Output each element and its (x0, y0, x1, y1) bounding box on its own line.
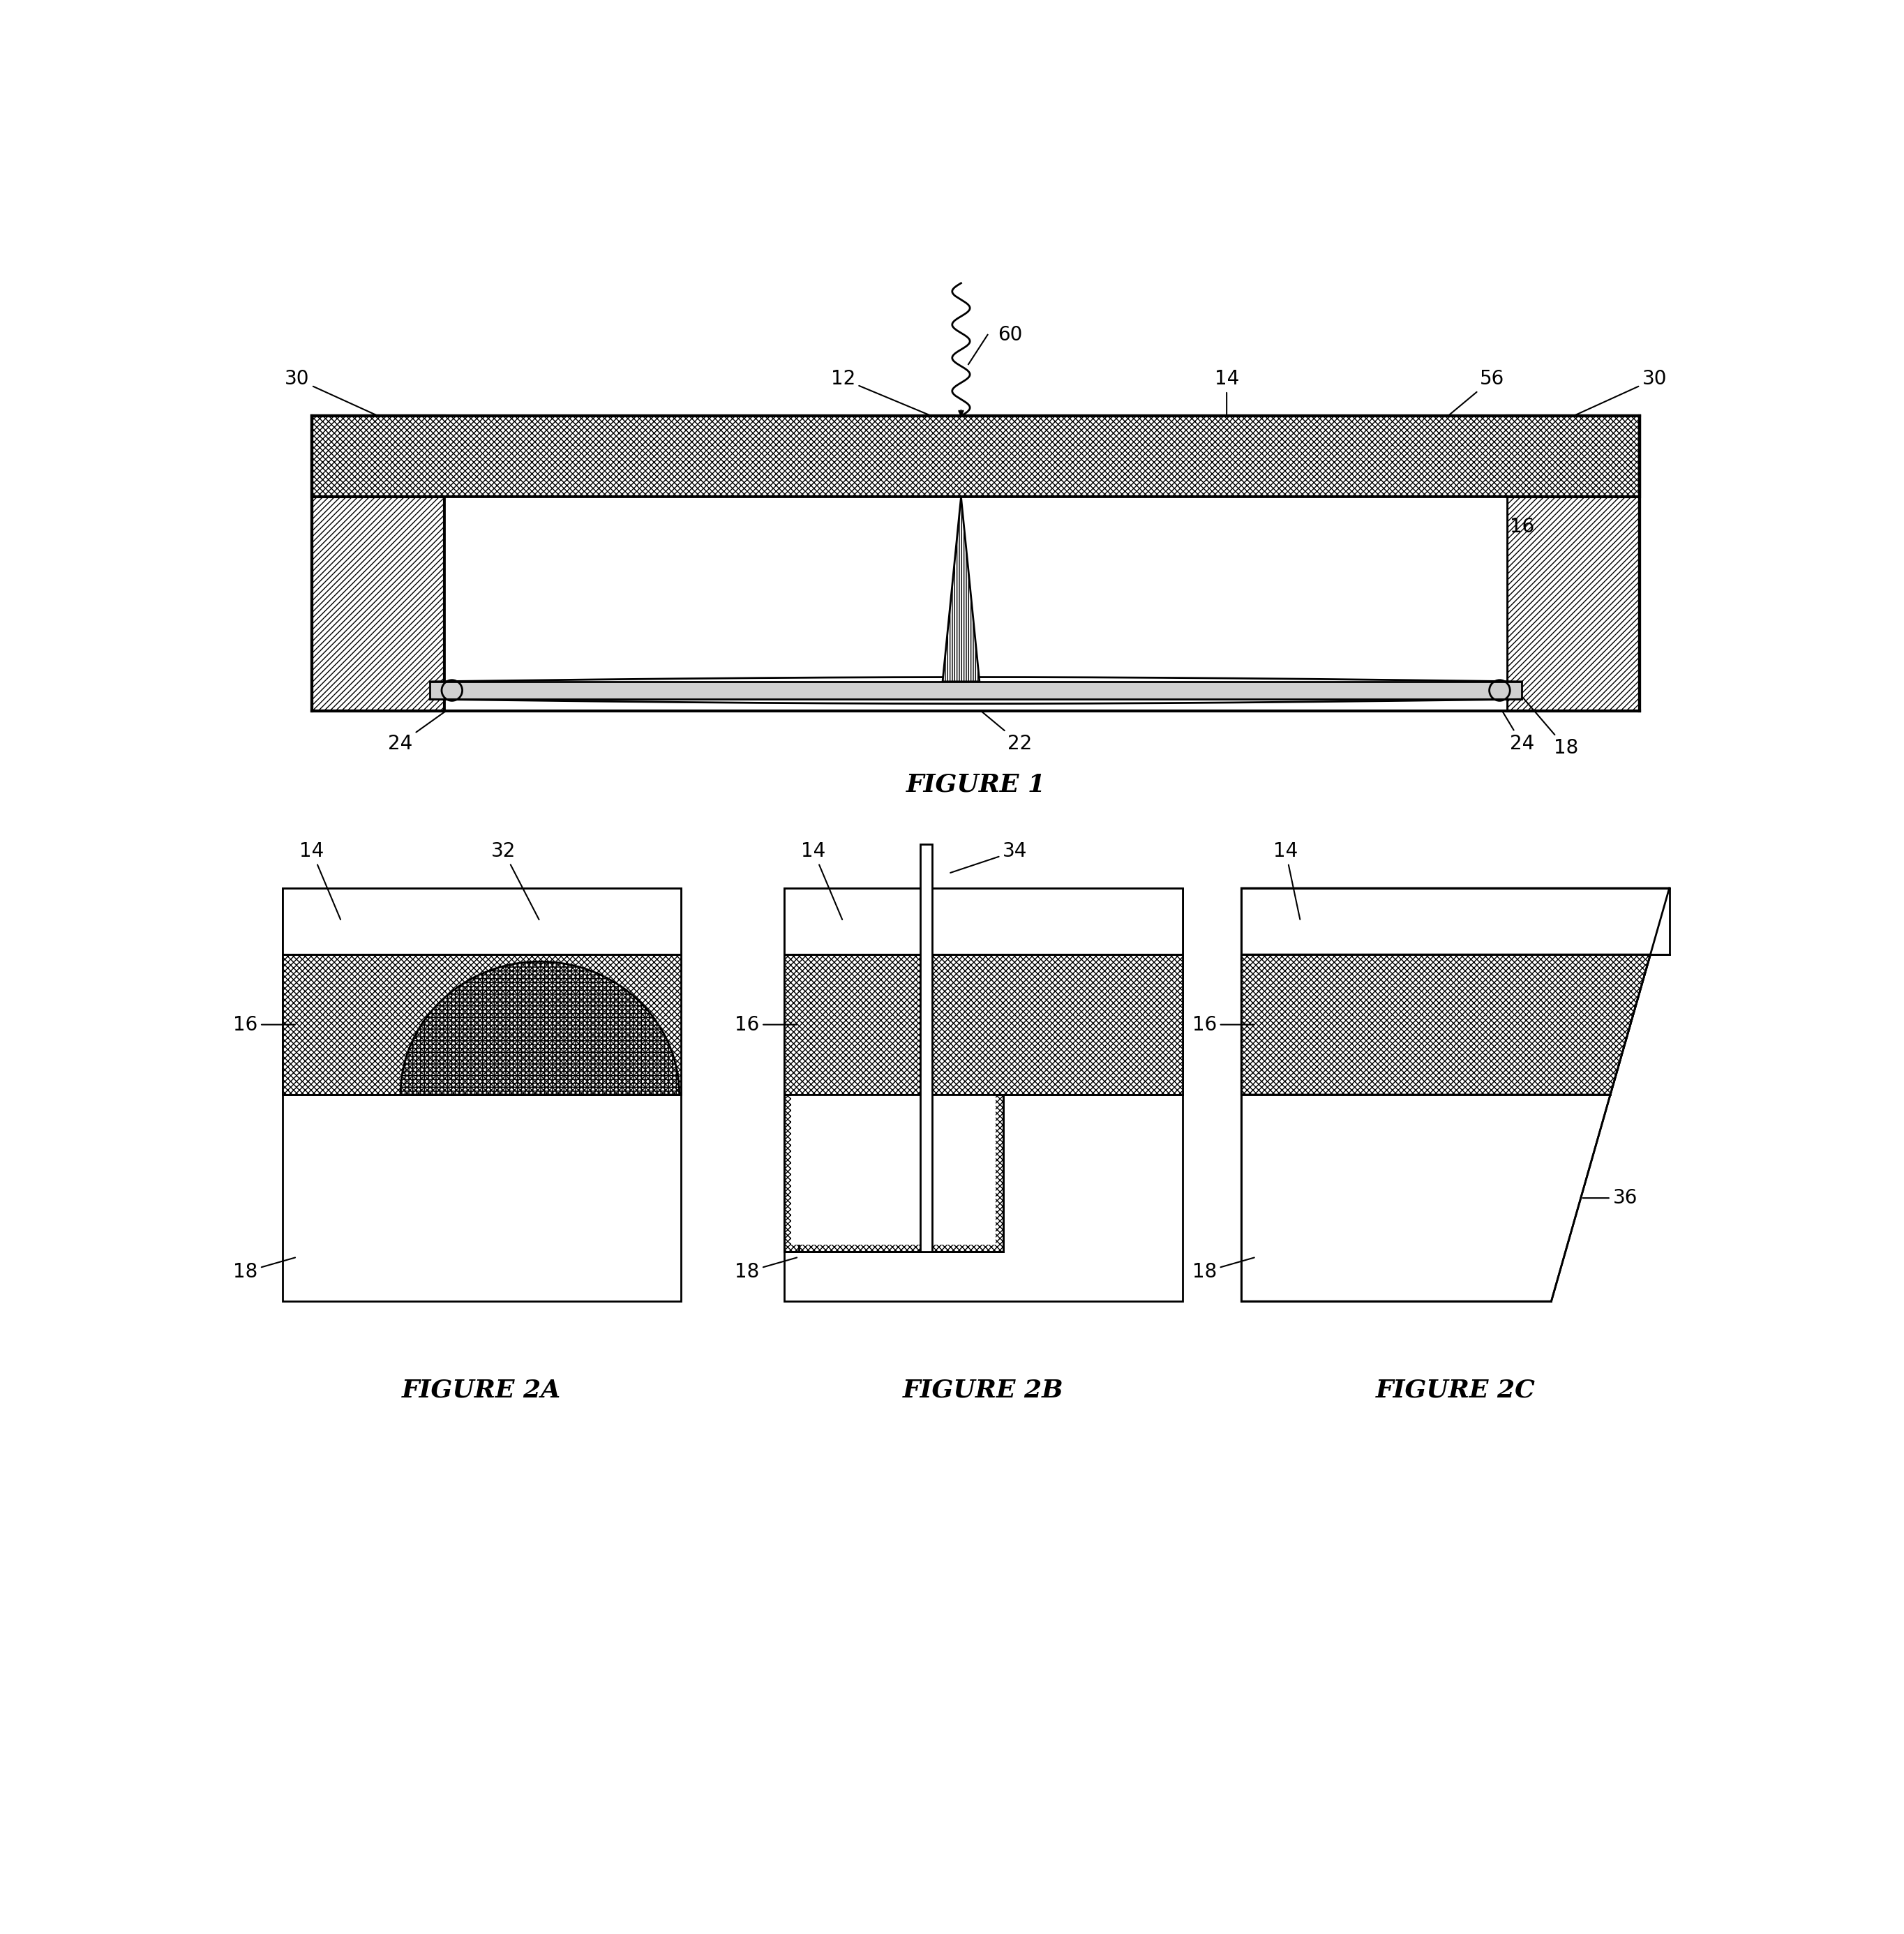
Bar (784, 888, 1182, 1302)
Text: 30: 30 (284, 369, 377, 416)
Bar (312, 416, 1639, 497)
Text: FIGURE 1: FIGURE 1 (906, 774, 1045, 797)
Bar (784, 1095, 800, 1251)
Text: 36: 36 (1582, 1187, 1637, 1207)
Text: 14: 14 (1215, 369, 1240, 414)
Bar (282, 955, 682, 1095)
Text: 24: 24 (388, 708, 451, 752)
Text: FIGURE 2B: FIGURE 2B (902, 1379, 1064, 1402)
Text: 18: 18 (735, 1257, 798, 1282)
Bar (1506, 416, 1639, 712)
Text: 34: 34 (950, 841, 1028, 872)
Polygon shape (784, 1095, 1003, 1251)
Text: 14: 14 (1274, 841, 1300, 919)
Polygon shape (1241, 888, 1670, 1302)
Text: 32: 32 (491, 841, 539, 919)
Bar (784, 955, 1182, 1095)
Text: 16: 16 (1192, 1015, 1255, 1035)
Text: 30: 30 (1575, 369, 1668, 416)
Polygon shape (1241, 888, 1670, 955)
Text: 14: 14 (299, 841, 341, 919)
Text: 22: 22 (977, 708, 1032, 752)
Text: 12: 12 (830, 369, 929, 416)
Polygon shape (400, 961, 680, 1095)
Polygon shape (1241, 955, 1651, 1095)
Text: 56: 56 (1449, 369, 1504, 414)
Bar (920, 843, 933, 1251)
Text: 18: 18 (1192, 1257, 1255, 1282)
Bar (784, 955, 1182, 1095)
Bar (282, 888, 682, 1302)
Bar (312, 416, 444, 712)
Bar (430, 681, 1521, 700)
Bar (784, 888, 1182, 955)
Bar (444, 497, 1506, 712)
Polygon shape (942, 497, 979, 681)
Text: 16: 16 (735, 1015, 796, 1035)
Bar (1506, 416, 1639, 712)
Text: 16: 16 (1451, 516, 1535, 536)
Text: 16: 16 (232, 1015, 295, 1035)
Text: FIGURE 2A: FIGURE 2A (402, 1379, 562, 1402)
Bar (312, 416, 1639, 497)
Bar (792, 1095, 996, 1244)
Text: 18: 18 (1523, 698, 1578, 758)
Text: FIGURE 2C: FIGURE 2C (1375, 1379, 1535, 1402)
Text: 14: 14 (802, 841, 842, 919)
Bar (312, 416, 444, 712)
Text: 18: 18 (232, 1257, 295, 1282)
Bar (282, 888, 682, 955)
Text: 20: 20 (1000, 580, 1062, 600)
Text: 60: 60 (998, 325, 1022, 344)
Text: 24: 24 (1500, 708, 1535, 752)
Bar (282, 955, 682, 1095)
Bar (800, 1095, 981, 1240)
